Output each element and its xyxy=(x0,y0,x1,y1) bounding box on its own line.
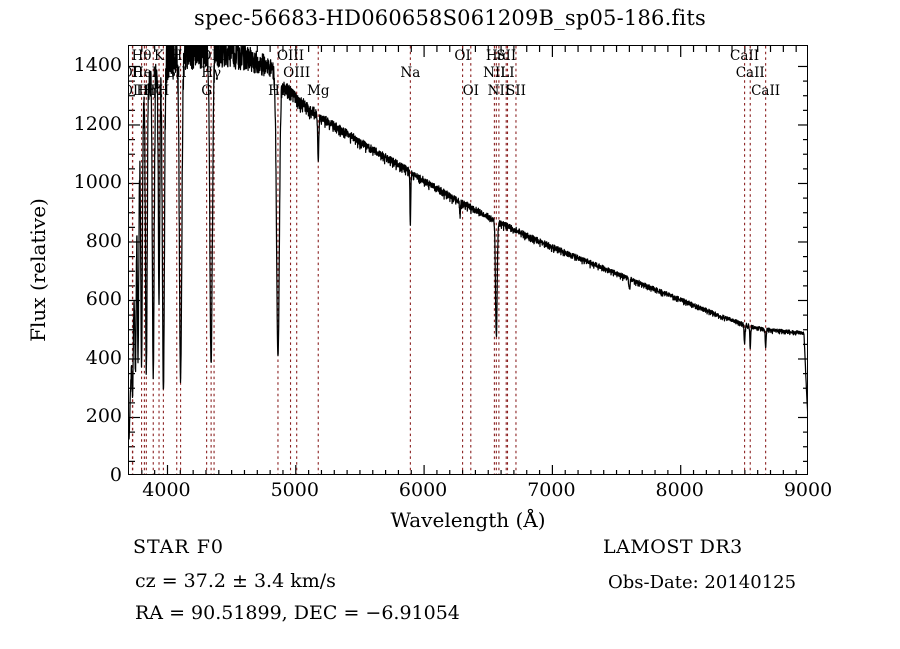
coordinates-text: RA = 90.51899, DEC = −6.91054 xyxy=(135,602,460,624)
spectral-line-label: Hθ xyxy=(131,48,152,64)
axis-tick-marks xyxy=(129,46,807,474)
spectral-line-label: OI xyxy=(462,83,479,99)
object-class-text: STAR F0 xyxy=(133,536,224,558)
y-tick-label: 1200 xyxy=(73,112,122,135)
spectral-line-label: CaII xyxy=(735,65,765,81)
spectral-line-label: HeI xyxy=(131,65,157,81)
y-tick-label: 800 xyxy=(85,229,122,252)
spectrum-plot: OIIOIIHθHeIHηKHζSIIHHδHγOIIIGHβOIIIOIIIM… xyxy=(128,45,808,475)
y-tick-label: 1400 xyxy=(73,54,122,77)
spectral-line-label: CaII xyxy=(730,48,760,64)
y-tick-label: 400 xyxy=(85,346,122,369)
spectral-line-label: Na xyxy=(400,65,421,81)
spectral-line-label: LI xyxy=(500,65,515,81)
spectral-line-label: H xyxy=(157,83,170,99)
spectral-line-label: SII xyxy=(505,83,526,99)
obs-date-text: Obs-Date: 20140125 xyxy=(608,572,797,593)
spectral-line-label: G xyxy=(201,83,213,99)
survey-text: LAMOST DR3 xyxy=(603,536,743,558)
spectral-line-label: NII xyxy=(487,83,511,99)
page-title: spec-56683-HD060658S061209B_sp05-186.fit… xyxy=(194,6,706,30)
redshift-text: cz = 37.2 ± 3.4 km/s xyxy=(135,570,336,592)
y-tick-label: 200 xyxy=(85,405,122,428)
spectral-line-label: Hβ xyxy=(268,83,288,99)
spectral-line-label: NII xyxy=(483,65,506,81)
spectral-line-label: CaII xyxy=(751,83,781,99)
spectral-line-label: OIII xyxy=(283,65,311,81)
x-axis-label: Wavelength (Å) xyxy=(390,508,546,532)
spectral-line-label: Hγ xyxy=(201,65,222,81)
x-tick-label: 5000 xyxy=(270,479,319,501)
y-tick-label: 1000 xyxy=(73,171,122,194)
spectral-line-label: SII xyxy=(496,48,517,64)
y-tick-label: 600 xyxy=(85,288,122,311)
spectral-line-label: OII xyxy=(129,65,144,81)
spectral-line-label: OI xyxy=(454,48,471,64)
spectral-line-label: Hδ xyxy=(170,48,191,64)
x-axis-ticks: 4000 5000 6000 7000 8000 9000 xyxy=(128,479,832,507)
x-tick-label: 6000 xyxy=(398,479,448,501)
line-marker-group xyxy=(131,46,767,474)
spectral-line-label: OII xyxy=(129,83,144,99)
spectral-line-label: Hη xyxy=(136,83,157,99)
spectral-line-label: Hα xyxy=(485,48,507,64)
spectral-line-label: Mg xyxy=(307,83,330,99)
x-tick-label: 4000 xyxy=(142,479,191,501)
y-axis-label: Flux (relative) xyxy=(26,198,50,342)
y-axis-ticks: 0 200 400 600 800 1000 1200 1400 xyxy=(50,45,122,485)
x-tick-label: 9000 xyxy=(783,479,833,501)
spectral-line-label: OIII xyxy=(276,48,305,64)
spectrum-canvas xyxy=(129,46,807,474)
spectral-line-label: K xyxy=(153,48,165,64)
y-tick-label: 0 xyxy=(109,464,122,486)
spectral-line-label: Hζ xyxy=(143,83,163,99)
x-tick-label: 7000 xyxy=(527,479,576,501)
spectrum-trace xyxy=(129,46,807,440)
spectral-line-label: SII xyxy=(166,65,187,81)
spectral-line-label: OIII xyxy=(200,48,228,64)
x-tick-label: 8000 xyxy=(655,479,704,501)
